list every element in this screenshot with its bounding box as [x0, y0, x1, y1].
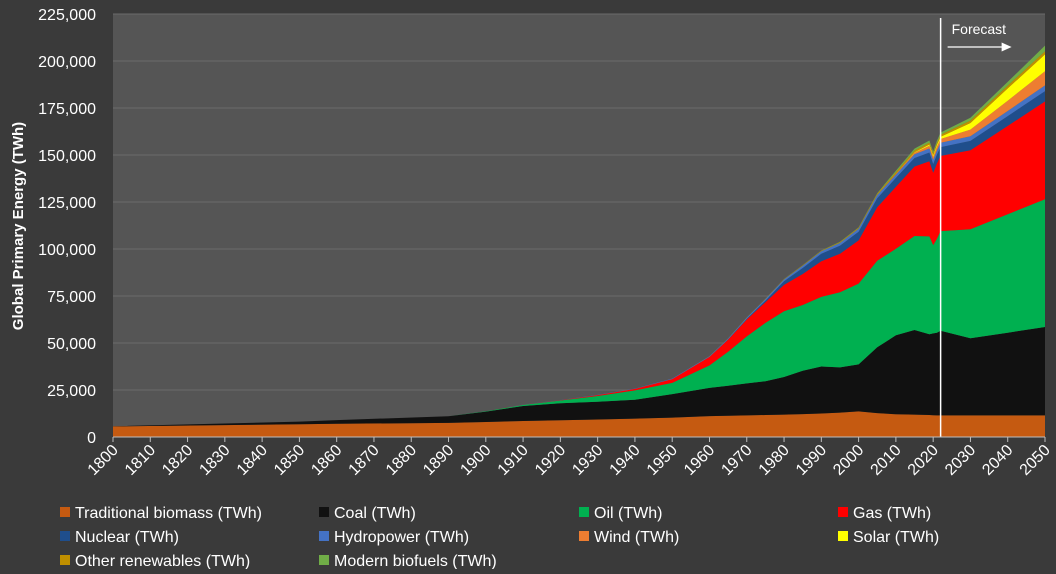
forecast-arrow-head: [1001, 42, 1012, 52]
y-tick-label: 25,000: [47, 383, 96, 400]
legend-label-wind: Wind (TWh): [594, 529, 679, 546]
legend-label-gas: Gas (TWh): [853, 505, 931, 522]
legend-label-coal: Coal (TWh): [334, 505, 416, 522]
y-tick-label: 100,000: [38, 242, 96, 259]
legend-swatch-gas: [838, 507, 848, 517]
forecast-annotation: Forecast: [939, 18, 1012, 437]
legend-label-nuclear: Nuclear (TWh): [75, 529, 179, 546]
y-tick-label: 175,000: [38, 101, 96, 118]
legend-swatch-coal: [319, 507, 329, 517]
legend-swatch-oil: [579, 507, 589, 517]
y-tick-label: 200,000: [38, 54, 96, 71]
legend-swatch-nuclear: [60, 531, 70, 541]
legend-label-solar: Solar (TWh): [853, 529, 939, 546]
y-axis-title: Global Primary Energy (TWh): [10, 122, 27, 330]
y-axis: 0 25,000 50,000 75,000 100,000 125,000 150,000…: [38, 7, 96, 447]
legend-swatch-other-renewables: [60, 555, 70, 565]
legend-label-modern-biofuels: Modern biofuels (TWh): [334, 553, 497, 569]
legend-label-oil: Oil (TWh): [594, 505, 662, 522]
legend-swatch-solar: [838, 531, 848, 541]
y-tick-label: 150,000: [38, 148, 96, 165]
area-oil: [113, 199, 1045, 427]
area-gas: [113, 101, 1045, 427]
legend-swatch-hydropower: [319, 531, 329, 541]
legend-label-other-renewables: Other renewables (TWh): [75, 553, 250, 569]
y-tick-label: 75,000: [47, 289, 96, 306]
legend-swatch-modern-biofuels: [319, 555, 329, 565]
legend-label-hydropower: Hydropower (TWh): [334, 529, 469, 546]
area-traditional-biomass: [113, 411, 1045, 437]
legend-swatch-wind: [579, 531, 589, 541]
y-tick-label: 0: [87, 430, 96, 447]
stacked-areas: [113, 45, 1045, 437]
legend-swatch-traditional-biomass: [60, 507, 70, 517]
legend-label-traditional-biomass: Traditional biomass (TWh): [75, 505, 262, 522]
y-tick-label: 225,000: [38, 7, 96, 24]
legend: Traditional biomass (TWh) Coal (TWh) Oil (…: [60, 505, 939, 570]
forecast-label: Forecast: [952, 21, 1007, 37]
y-tick-label: 50,000: [47, 336, 96, 353]
area-coal: [113, 327, 1045, 427]
y-tick-label: 125,000: [38, 195, 96, 212]
